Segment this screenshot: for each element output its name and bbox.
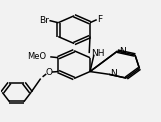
Text: MeO: MeO bbox=[27, 52, 46, 61]
Text: Br: Br bbox=[39, 16, 49, 25]
Text: O: O bbox=[45, 68, 52, 77]
Text: N: N bbox=[110, 69, 117, 78]
Text: F: F bbox=[97, 15, 102, 24]
Text: N: N bbox=[119, 47, 126, 56]
Text: NH: NH bbox=[92, 49, 105, 58]
